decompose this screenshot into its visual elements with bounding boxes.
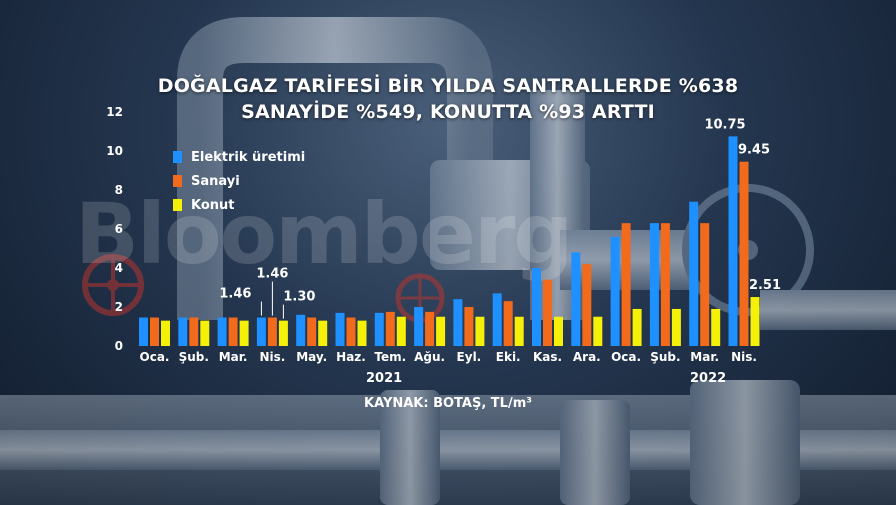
data-label: 9.45: [738, 143, 770, 158]
bar-sanayi: [150, 317, 159, 346]
data-label: 2.51: [749, 278, 781, 293]
chart-title-line-2: SANAYİDE %549, KONUTTA %93 ARTTI: [241, 101, 655, 123]
bar-konut: [436, 316, 446, 346]
bar-sanayi: [385, 311, 395, 346]
data-label: 1.30: [283, 290, 315, 305]
bar-konut: [593, 316, 603, 346]
bar-konut: [711, 308, 721, 346]
x-tick-label: Kas.: [533, 350, 562, 364]
bar-konut: [357, 320, 367, 346]
legend-swatch-konut: [173, 199, 182, 211]
bar-sanayi: [307, 317, 317, 346]
x-tick-label: Nis.: [259, 350, 285, 364]
y-tick-label: 10: [106, 144, 123, 158]
bar-konut: [278, 320, 288, 346]
bar-elektrik: [217, 317, 227, 346]
bar-konut: [396, 316, 406, 346]
bar-konut: [239, 320, 249, 346]
y-tick-label: 12: [106, 105, 123, 119]
bar-sanayi: [267, 317, 277, 346]
source-note: KAYNAK: BOTAŞ, TL/m³: [364, 396, 532, 411]
x-tick-label: Ağu.: [414, 350, 445, 364]
bar-konut: [514, 316, 524, 346]
legend-item-elektrik: Elektrik üretimi: [173, 145, 305, 169]
legend-swatch-sanayi: [173, 175, 182, 187]
bar-sanayi: [346, 317, 356, 346]
bar-sanayi: [228, 317, 238, 346]
x-tick-label: Şub.: [179, 350, 209, 364]
bar-sanayi: [503, 301, 513, 346]
bar-konut: [161, 320, 170, 346]
data-label: 1.46: [256, 267, 288, 282]
bar-konut: [200, 320, 210, 346]
chart-title-line-1: DOĞALGAZ TARİFESİ BİR YILDA SANTRALLERDE…: [157, 75, 739, 97]
bar-elektrik: [492, 293, 502, 346]
bar-elektrik: [571, 252, 581, 346]
x-tick-label: Ara.: [573, 350, 601, 364]
legend-label-elektrik: Elektrik üretimi: [191, 149, 306, 165]
bar-sanayi: [700, 223, 710, 346]
bar-elektrik: [296, 314, 306, 346]
bar-elektrik: [689, 201, 699, 346]
bar-konut: [318, 320, 328, 346]
y-tick-label: 0: [115, 339, 123, 353]
y-tick-label: 6: [115, 222, 123, 236]
year-label-2021: 2021: [366, 371, 403, 386]
x-tick-label: May.: [296, 350, 327, 364]
legend-item-sanayi: Sanayi: [173, 169, 305, 193]
data-label: 10.75: [704, 117, 745, 132]
bar-elektrik: [453, 299, 463, 346]
bar-sanayi: [464, 307, 474, 346]
bar-sanayi: [543, 279, 552, 346]
chart-legend: Elektrik üretimi Sanayi Konut: [173, 145, 305, 217]
bar-sanayi: [621, 223, 631, 346]
x-tick-label: Şub.: [650, 350, 680, 364]
x-tick-label: Oca.: [611, 350, 641, 364]
bar-elektrik: [374, 312, 384, 346]
bloomberg-watermark: Bloomberg: [75, 185, 573, 283]
x-tick-label: Mar.: [219, 350, 248, 364]
bar-elektrik: [728, 136, 738, 346]
bar-sanayi: [582, 264, 592, 346]
data-label: 1.46: [219, 287, 251, 302]
x-tick-label: Eyl.: [457, 350, 482, 364]
bar-konut: [554, 316, 563, 346]
y-tick-label: 4: [115, 261, 123, 275]
bar-elektrik: [256, 317, 266, 346]
legend-item-konut: Konut: [173, 193, 305, 217]
bar-sanayi: [425, 311, 435, 346]
legend-label-konut: Konut: [191, 197, 235, 213]
bar-elektrik: [335, 312, 345, 346]
bar-konut: [671, 308, 681, 346]
legend-label-sanayi: Sanayi: [191, 173, 240, 189]
y-tick-label: 8: [115, 183, 123, 197]
bar-elektrik: [414, 307, 424, 346]
bar-sanayi: [660, 223, 670, 346]
bar-sanayi: [739, 161, 749, 346]
bar-elektrik: [178, 317, 188, 346]
legend-swatch-elektrik: [173, 151, 182, 163]
y-tick-label: 2: [115, 300, 123, 314]
bar-elektrik: [610, 236, 620, 346]
x-tick-label: Mar.: [690, 350, 719, 364]
year-label-2022: 2022: [690, 371, 727, 386]
x-tick-label: Tem.: [374, 350, 406, 364]
bar-sanayi: [189, 317, 199, 346]
bar-elektrik: [532, 268, 541, 346]
bar-elektrik: [649, 223, 659, 346]
bar-elektrik: [139, 317, 148, 346]
x-tick-label: Oca.: [140, 350, 170, 364]
x-tick-label: Nis.: [731, 350, 757, 364]
x-tick-label: Eki.: [496, 350, 521, 364]
bar-konut: [750, 297, 760, 346]
bar-konut: [632, 308, 642, 346]
bar-konut: [475, 316, 485, 346]
x-tick-label: Haz.: [336, 350, 366, 364]
